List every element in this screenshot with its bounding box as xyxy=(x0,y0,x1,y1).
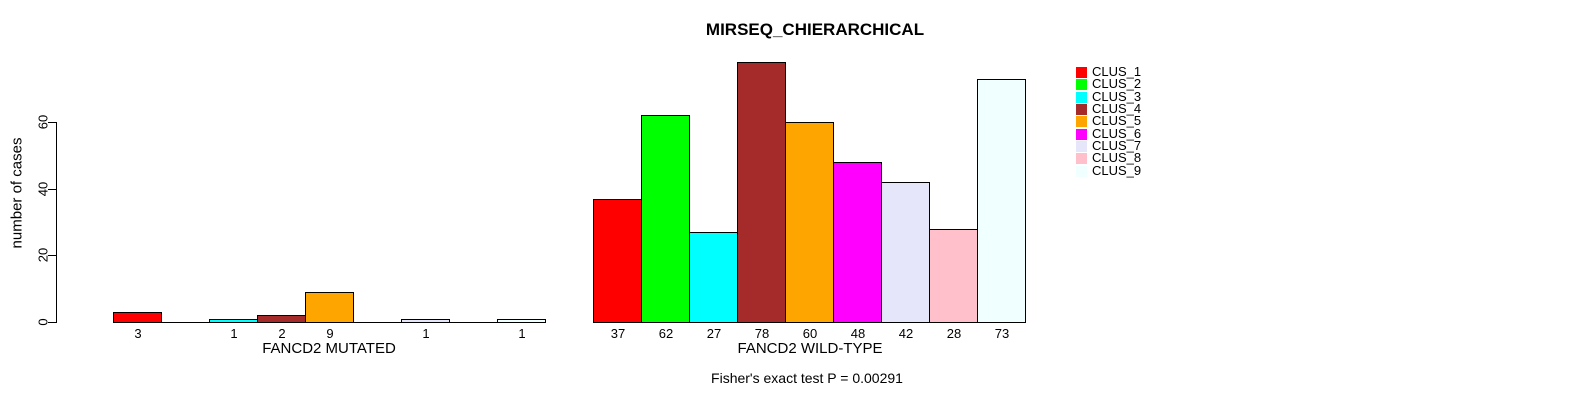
bar-CLUS_6-mutated-zero xyxy=(353,322,402,323)
legend-item-CLUS_8: CLUS_8 xyxy=(1076,150,1142,165)
legend-swatch-CLUS_9 xyxy=(1076,165,1087,177)
legend-swatch-CLUS_2 xyxy=(1076,78,1087,90)
legend-item-CLUS_1: CLUS_1 xyxy=(1076,64,1142,79)
bar-value-CLUS_3-mutated: 1 xyxy=(230,326,238,341)
y-axis-line xyxy=(56,122,57,323)
legend-item-CLUS_4: CLUS_4 xyxy=(1076,101,1142,116)
bar-CLUS_3-mutated xyxy=(209,319,258,323)
y-tick-label: 0 xyxy=(35,318,51,326)
legend-swatch-CLUS_4 xyxy=(1076,103,1087,115)
y-tick-label: 20 xyxy=(35,247,51,263)
legend-label-CLUS_8: CLUS_8 xyxy=(1092,150,1142,165)
legend-label-CLUS_2: CLUS_2 xyxy=(1092,76,1142,91)
bar-CLUS_4-mutated xyxy=(257,315,306,323)
group-label-wildtype: FANCD2 WILD-TYPE xyxy=(737,340,883,357)
bar-CLUS_3-wildtype xyxy=(689,232,738,323)
bar-CLUS_2-wildtype xyxy=(641,115,690,323)
bar-value-CLUS_8-wildtype: 28 xyxy=(946,326,962,341)
legend-swatch-CLUS_3 xyxy=(1076,91,1087,103)
y-tick-mark xyxy=(48,189,56,190)
legend-item-CLUS_6: CLUS_6 xyxy=(1076,126,1142,141)
legend-label-CLUS_5: CLUS_5 xyxy=(1092,113,1142,128)
legend-item-CLUS_5: CLUS_5 xyxy=(1076,113,1142,128)
legend-label-CLUS_1: CLUS_1 xyxy=(1092,64,1142,79)
bar-value-CLUS_9-wildtype: 73 xyxy=(994,326,1010,341)
y-tick-label: 60 xyxy=(35,114,51,130)
legend-swatch-CLUS_1 xyxy=(1076,66,1087,78)
bar-CLUS_5-wildtype xyxy=(785,122,834,323)
bar-CLUS_9-mutated xyxy=(497,319,546,323)
bar-CLUS_7-mutated xyxy=(401,319,450,323)
bar-value-CLUS_5-wildtype: 60 xyxy=(802,326,818,341)
bar-CLUS_1-wildtype xyxy=(593,199,642,323)
bar-CLUS_1-mutated xyxy=(113,312,162,323)
bar-value-CLUS_1-wildtype: 37 xyxy=(610,326,626,341)
legend-item-CLUS_2: CLUS_2 xyxy=(1076,76,1142,91)
bar-CLUS_8-wildtype xyxy=(929,229,978,323)
bar-CLUS_2-mutated-zero xyxy=(161,322,210,323)
bar-value-CLUS_2-wildtype: 62 xyxy=(658,326,674,341)
bar-CLUS_9-wildtype xyxy=(977,79,1026,323)
legend-label-CLUS_3: CLUS_3 xyxy=(1092,89,1142,104)
chart-title: MIRSEQ_CHIERARCHICAL xyxy=(705,20,925,39)
bar-value-CLUS_7-mutated: 1 xyxy=(422,326,430,341)
y-tick-mark xyxy=(48,255,56,256)
legend-item-CLUS_7: CLUS_7 xyxy=(1076,138,1142,153)
caption-fisher-test: Fisher's exact test P = 0.00291 xyxy=(711,370,903,386)
bar-value-CLUS_4-wildtype: 78 xyxy=(754,326,770,341)
legend-item-CLUS_9: CLUS_9 xyxy=(1076,163,1142,178)
bar-value-CLUS_6-wildtype: 48 xyxy=(850,326,866,341)
legend-swatch-CLUS_5 xyxy=(1076,115,1087,127)
bar-CLUS_4-wildtype xyxy=(737,62,786,323)
y-tick-label: 40 xyxy=(35,181,51,197)
legend-label-CLUS_7: CLUS_7 xyxy=(1092,138,1142,153)
legend-item-CLUS_3: CLUS_3 xyxy=(1076,89,1142,104)
bar-CLUS_8-mutated-zero xyxy=(449,322,498,323)
legend-label-CLUS_9: CLUS_9 xyxy=(1092,163,1142,178)
y-tick-mark xyxy=(48,122,56,123)
legend-label-CLUS_4: CLUS_4 xyxy=(1092,101,1142,116)
bar-value-CLUS_5-mutated: 9 xyxy=(326,326,334,341)
bar-CLUS_5-mutated xyxy=(305,292,354,323)
bar-value-CLUS_1-mutated: 3 xyxy=(134,326,142,341)
bar-CLUS_7-wildtype xyxy=(881,182,930,323)
bar-value-CLUS_4-mutated: 2 xyxy=(278,326,286,341)
y-tick-mark xyxy=(48,322,56,323)
bar-value-CLUS_9-mutated: 1 xyxy=(518,326,526,341)
legend-swatch-CLUS_7 xyxy=(1076,140,1087,152)
bar-value-CLUS_7-wildtype: 42 xyxy=(898,326,914,341)
legend-swatch-CLUS_6 xyxy=(1076,128,1087,140)
legend-swatch-CLUS_8 xyxy=(1076,152,1087,164)
bar-CLUS_6-wildtype xyxy=(833,162,882,323)
y-axis-label: number of cases xyxy=(8,137,26,249)
bar-value-CLUS_3-wildtype: 27 xyxy=(706,326,722,341)
group-label-mutated: FANCD2 MUTATED xyxy=(262,340,396,357)
legend-label-CLUS_6: CLUS_6 xyxy=(1092,126,1142,141)
